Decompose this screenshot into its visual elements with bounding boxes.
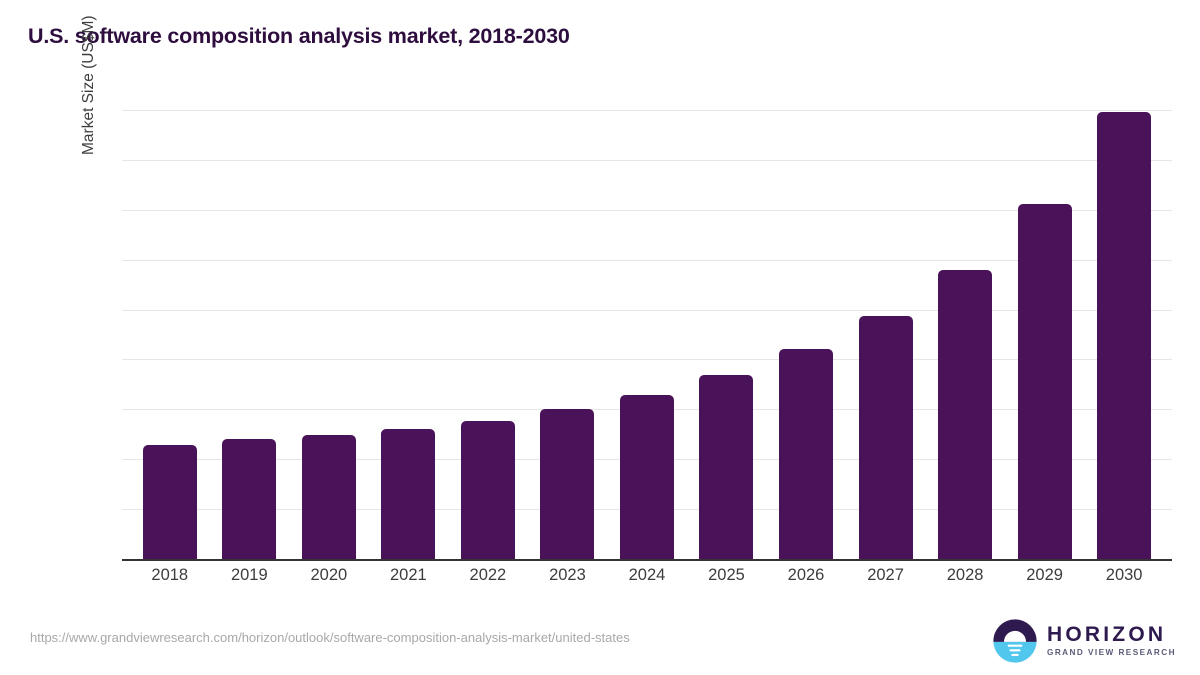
x-tick-label-2028: 2028	[946, 566, 984, 584]
bar-group-2023	[528, 110, 608, 559]
bar-group-2026	[766, 110, 846, 559]
x-tick-label-2025: 2025	[708, 566, 745, 584]
x-tick-label-2022: 2022	[469, 566, 507, 584]
gridline	[122, 359, 1172, 361]
gridline	[122, 309, 1172, 311]
bar-2023[interactable]	[540, 409, 595, 559]
x-tick-label-2023: 2023	[549, 566, 586, 584]
source-url[interactable]: https://www.grandviewresearch.com/horizo…	[30, 630, 630, 645]
bar-group-2027	[846, 110, 926, 559]
horizon-logo: HORIZON GRAND VIEW RESEARCH	[992, 618, 1176, 664]
x-tick-label-2020: 2020	[310, 566, 348, 584]
bar-group-2019	[210, 110, 290, 559]
bar-group-2024	[607, 110, 687, 559]
x-tick-label-2029: 2029	[1026, 566, 1063, 584]
x-tick-label-2019: 2019	[230, 566, 268, 584]
y-axis-title: Market Size (US$M)	[80, 15, 97, 155]
x-tick-label-2021: 2021	[390, 566, 427, 584]
bar-2020[interactable]	[301, 435, 356, 559]
bar-2025[interactable]	[699, 375, 754, 559]
bar-group-2025	[687, 110, 767, 559]
bar-2021[interactable]	[381, 429, 436, 559]
bar-group-2028	[925, 110, 1005, 559]
x-tick-label-2024: 2024	[628, 566, 666, 584]
x-tick-label-2018: 2018	[151, 566, 189, 584]
gridline	[122, 159, 1172, 161]
page-title: U.S. software composition analysis marke…	[28, 24, 570, 48]
x-axis-labels: 2018 2019 2020 2021 2022 2023 2024 2025 2026 2027…	[122, 566, 1172, 585]
gridline	[122, 110, 1172, 111]
bar-group-2030	[1084, 110, 1164, 559]
x-tick-label-2026: 2026	[787, 566, 825, 584]
bar-group-2020	[289, 110, 369, 559]
bar-2030[interactable]	[1097, 112, 1152, 559]
bar-2019[interactable]	[222, 439, 277, 559]
bar-2026[interactable]	[779, 349, 834, 559]
plot-area: 2252001751501251007550250 Market Size (U…	[80, 15, 1172, 561]
bar-group-2021	[369, 110, 449, 559]
gridline	[122, 259, 1172, 261]
gridline	[122, 209, 1172, 211]
horizon-sun-circle-icon	[993, 619, 1037, 663]
logo-text: HORIZON GRAND VIEW RESEARCH	[1047, 624, 1176, 657]
logo-tagline: GRAND VIEW RESEARCH	[1047, 648, 1176, 658]
bar-2029[interactable]	[1017, 203, 1072, 559]
x-tick-label-2027: 2027	[867, 566, 904, 584]
bar-2027[interactable]	[858, 315, 913, 559]
bar-2022[interactable]	[460, 421, 515, 559]
bar-2028[interactable]	[938, 269, 993, 559]
x-tick-label-2030: 2030	[1105, 566, 1143, 584]
bar-2018[interactable]	[142, 445, 197, 559]
bar-group-2022	[448, 110, 528, 559]
x-axis-line	[122, 559, 1172, 561]
bars-group	[122, 110, 1172, 559]
bar-group-2018	[130, 110, 210, 559]
bar-2024[interactable]	[619, 395, 674, 559]
logo-wordmark: HORIZON	[1047, 623, 1167, 647]
bar-group-2029	[1005, 110, 1085, 559]
